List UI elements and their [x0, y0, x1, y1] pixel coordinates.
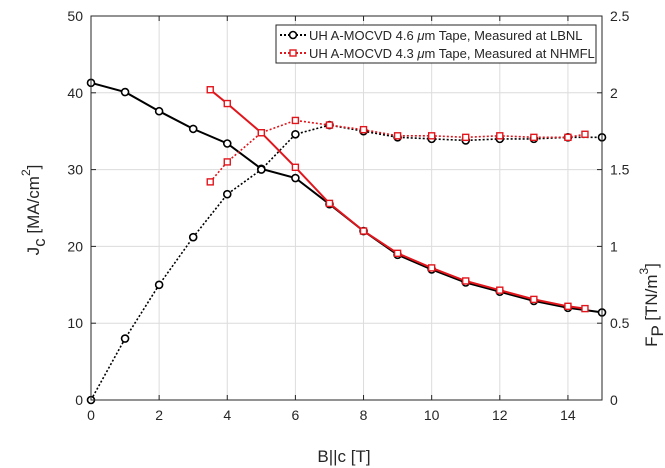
x-tick-label: 8	[360, 407, 368, 423]
legend-box	[275, 24, 597, 64]
data-point-nhmfl_jc	[564, 302, 572, 311]
series-layer	[86, 78, 607, 405]
data-point-nhmfl_fp	[257, 129, 266, 137]
data-point-lbnl_fp	[188, 232, 198, 242]
series-nhmfl_fp	[206, 116, 589, 186]
data-point-nhmfl_jc	[359, 227, 368, 235]
series-nhmfl_jc	[206, 86, 589, 313]
x-tick-label: 12	[492, 407, 508, 423]
y-left-label-close: ]	[24, 165, 43, 170]
y-left-axis-label: Jc [MA/cm2]	[19, 165, 49, 256]
y-right-tick-label: 2	[610, 85, 618, 101]
legend-entry-nhmfl: UH A-MOCVD 4.3 μm Tape, Measured at NHMF…	[280, 46, 595, 61]
data-point-nhmfl_jc	[530, 295, 538, 304]
data-point-nhmfl_jc	[393, 249, 402, 258]
data-point-nhmfl_fp	[564, 133, 572, 142]
y-right-tick-label: 2.5	[610, 8, 630, 24]
data-point-nhmfl_fp	[530, 133, 538, 142]
data-point-lbnl_jc	[120, 87, 130, 97]
axis-ticks: 0 2 4 6 8 10 12 14 0 10 20 30 40 50 0 0.5 1 1.5 2 2.5	[67, 8, 629, 423]
y-left-tick-label: 50	[67, 8, 83, 24]
x-tick-label: 4	[223, 407, 231, 423]
x-tick-label: 10	[424, 407, 440, 423]
data-point-lbnl_jc	[222, 139, 232, 148]
y-right-label-close: ]	[642, 263, 661, 268]
data-point-nhmfl_jc	[206, 86, 214, 94]
data-point-nhmfl_jc	[291, 163, 300, 171]
y-right-label-unit: [TN/m	[642, 274, 661, 325]
data-point-lbnl_jc	[188, 124, 198, 134]
data-point-nhmfl_jc	[427, 264, 436, 272]
data-point-lbnl_fp	[222, 189, 232, 199]
data-point-lbnl_fp	[154, 280, 164, 290]
data-point-nhmfl_jc	[581, 304, 589, 313]
legend-label-nhmfl: UH A-MOCVD 4.3 μm Tape, Measured at NHMF…	[309, 46, 595, 61]
y-left-tick-label: 0	[75, 392, 83, 408]
data-point-nhmfl_jc	[496, 286, 504, 294]
data-point-nhmfl_jc	[325, 199, 334, 208]
y-right-tick-label: 0	[610, 392, 618, 408]
data-point-nhmfl_fp	[581, 130, 589, 138]
y-left-label-base: J	[24, 247, 43, 256]
y-right-label-sup: 3	[637, 267, 651, 274]
y-left-tick-label: 40	[67, 85, 83, 101]
data-point-nhmfl_jc	[223, 99, 231, 108]
data-point-nhmfl_fp	[359, 125, 368, 134]
legend: UH A-MOCVD 4.6 μm Tape, Measured at LBNL…	[275, 24, 597, 64]
y-left-label-unit: [MA/cm	[24, 176, 43, 238]
data-point-nhmfl_fp	[427, 132, 436, 140]
y-left-tick-label: 30	[67, 162, 83, 178]
y-right-label-base: F	[642, 337, 661, 347]
data-point-lbnl_fp	[120, 334, 130, 343]
legend-label-lbnl: UH A-MOCVD 4.6 μm Tape, Measured at LBNL	[309, 28, 583, 43]
y-left-tick-label: 10	[67, 315, 83, 331]
data-point-nhmfl_fp	[223, 158, 231, 166]
legend-marker-nhmfl	[289, 49, 297, 57]
x-axis-label: B||c [T]	[317, 447, 370, 466]
y-right-label-sub: P	[648, 325, 665, 336]
data-point-nhmfl_fp	[496, 132, 504, 140]
data-point-nhmfl_jc	[462, 277, 470, 285]
data-point-nhmfl_fp	[206, 178, 214, 186]
x-tick-label: 2	[155, 407, 163, 423]
y-left-label-sup: 2	[19, 169, 33, 176]
x-tick-label: 14	[560, 407, 576, 423]
y-left-tick-label: 20	[67, 238, 83, 254]
y-left-label-sub: c	[30, 238, 49, 247]
y-right-axis-label: FP [TN/m3]	[637, 263, 665, 347]
data-point-nhmfl_fp	[291, 116, 300, 125]
plot-frame	[90, 15, 603, 401]
y-right-tick-label: 1	[610, 238, 618, 254]
data-point-nhmfl_fp	[462, 133, 470, 142]
legend-marker-lbnl	[288, 30, 298, 40]
data-point-lbnl_fp	[257, 165, 266, 174]
x-tick-label: 0	[87, 407, 95, 423]
data-point-nhmfl_fp	[325, 121, 334, 129]
y-right-tick-label: 1.5	[610, 162, 630, 178]
legend-entry-lbnl: UH A-MOCVD 4.6 μm Tape, Measured at LBNL	[280, 28, 583, 43]
data-point-lbnl_jc	[154, 106, 164, 116]
y-right-tick-label: 0.5	[610, 315, 630, 331]
data-point-lbnl_fp	[291, 129, 300, 139]
data-point-nhmfl_fp	[393, 132, 402, 140]
data-point-lbnl_jc	[291, 173, 300, 183]
x-tick-label: 6	[292, 407, 300, 423]
